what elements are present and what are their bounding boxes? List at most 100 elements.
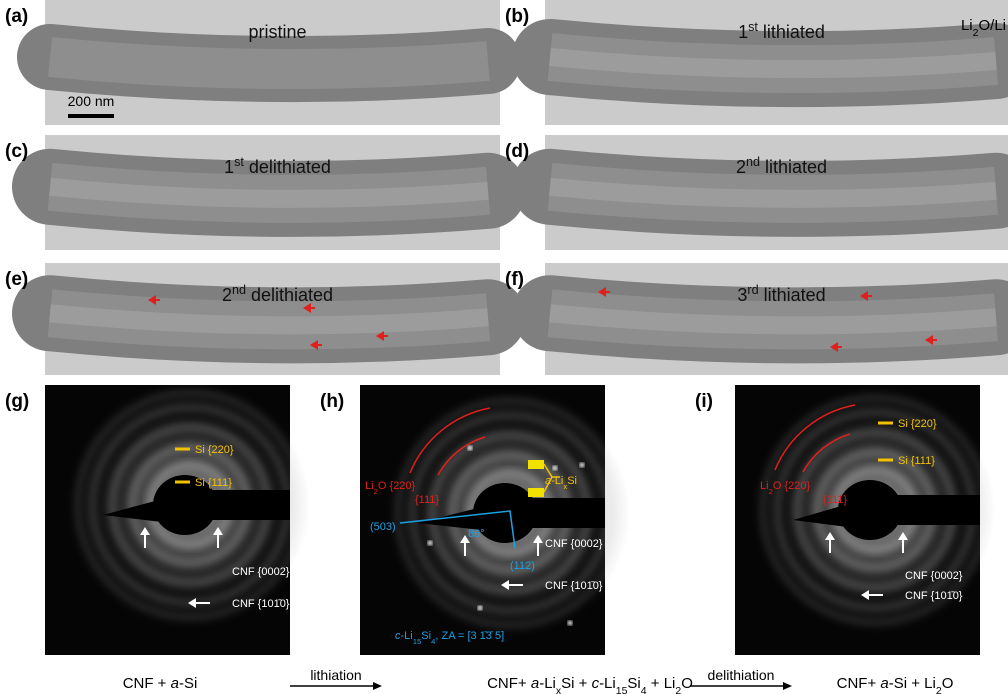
text-run: 1 — [224, 157, 234, 177]
process-label: lithiation — [310, 667, 361, 683]
text-run: 2 — [736, 157, 746, 177]
figure: (a)pristine(b)1st lithiated(c)1st delith… — [0, 0, 1008, 694]
diffraction-label: (112) — [510, 560, 535, 572]
text-run: -Li — [401, 630, 413, 642]
diffraction-spot — [468, 446, 473, 451]
caption: CNF+ a-LixSi + c-Li15Si4 + Li2O — [487, 675, 693, 694]
text-run: rd — [747, 283, 758, 297]
text-run: lithiated — [760, 157, 827, 177]
diffraction-label: CNF {0002} — [905, 570, 963, 582]
diffraction-label: {111} — [823, 494, 847, 506]
text-run: Si {111} — [195, 477, 232, 489]
diffraction-label: CNF {101̄0} — [905, 590, 963, 602]
text-run: Li — [365, 480, 374, 492]
marker — [528, 488, 544, 497]
text-run: delithiated — [246, 285, 333, 305]
text-run: CNF {0002} — [545, 538, 603, 550]
text-run: CNF {0002} — [232, 566, 290, 578]
text-run: 86° — [468, 528, 485, 540]
diffraction-label: (503) — [370, 521, 396, 533]
text-run: {111} — [823, 494, 847, 506]
diffraction-label: Si {111} — [195, 477, 232, 489]
text-run: O — [681, 675, 693, 692]
text-run: , ZA = [3 1̄3̄ 5] — [435, 630, 504, 642]
text-run: O {220} — [378, 480, 416, 492]
diffraction-spot — [478, 606, 483, 611]
text-run: CNF+ — [837, 675, 881, 692]
text-run: Li — [760, 480, 769, 492]
text-run: (503) — [370, 521, 396, 533]
text-run: st — [234, 155, 244, 169]
caption: CNF + a-Si — [123, 675, 198, 692]
text-run: O — [942, 675, 954, 692]
text-run: Si {111} — [898, 455, 935, 467]
panel-title: pristine — [248, 22, 306, 42]
text-run: 15 — [616, 685, 628, 694]
text-run: 1 — [738, 22, 748, 42]
text-run: (112) — [510, 560, 535, 572]
text-run: a — [531, 675, 539, 692]
text-run: Si + — [561, 675, 591, 692]
nanotube-wall — [50, 57, 488, 69]
text-run: CNF {0002} — [905, 570, 963, 582]
diffraction-label: Si {220} — [898, 418, 937, 430]
text-run: st — [748, 20, 758, 34]
marker — [528, 460, 544, 469]
panel-letter: (a) — [5, 6, 28, 27]
text-run: O {220} — [773, 480, 811, 492]
text-run: -Li — [599, 675, 616, 692]
diffraction-spot — [618, 411, 623, 416]
panel-letter: (c) — [5, 141, 28, 162]
diffraction-label: CNF {101̄0} — [545, 580, 603, 592]
panel-letter: (b) — [505, 6, 529, 27]
text-run: Si — [421, 630, 431, 642]
text-run: CNF {101̄0} — [905, 590, 963, 602]
diffraction-label: CNF {0002} — [232, 566, 290, 578]
text-run: 15 — [413, 637, 422, 646]
arrow-head — [783, 682, 792, 690]
text-run: Si — [567, 475, 577, 487]
arrow-head — [373, 682, 382, 690]
beam-stopper — [838, 480, 902, 540]
diffraction-label: CNF {101̄0} — [232, 598, 290, 610]
diffraction-label: Si {220} — [195, 444, 234, 456]
diffraction-spot — [553, 466, 558, 471]
panel-letter: (i) — [695, 391, 713, 412]
text-run: Si {220} — [195, 444, 234, 456]
text-run: lithiated — [758, 22, 825, 42]
text-run: 2 — [222, 285, 232, 305]
text-run: CNF + — [123, 675, 171, 692]
diffraction-spot — [580, 463, 585, 468]
text-run: {111} — [415, 494, 439, 506]
panel-letter: (e) — [5, 269, 28, 290]
text-run: Si — [627, 675, 640, 692]
text-run: -Li — [539, 675, 556, 692]
text-run: delithiated — [244, 157, 331, 177]
diffraction-spot — [568, 621, 573, 626]
panel-letter: (f) — [505, 269, 524, 290]
panel-letter: (d) — [505, 141, 529, 162]
text-run: CNF {101̄0} — [232, 598, 290, 610]
caption: CNF+ a-Si + Li2O — [837, 675, 954, 694]
text-run: 3 — [737, 285, 747, 305]
scale-bar-label: 200 nm — [68, 93, 115, 109]
diffraction-spot — [428, 541, 433, 546]
diffraction-label: CNF {0002} — [545, 538, 603, 550]
text-run: + Li — [647, 675, 676, 692]
text-run: a — [171, 675, 179, 692]
diffraction-spot — [608, 581, 613, 586]
text-run: CNF+ — [487, 675, 531, 692]
panel-letter: (g) — [5, 391, 29, 412]
text-run: a — [880, 675, 888, 692]
text-run: CNF {101̄0} — [545, 580, 603, 592]
text-run: Li — [961, 17, 973, 34]
diffraction-label: Si {111} — [898, 455, 935, 467]
text-run: lithiated — [759, 285, 826, 305]
text-run: -Si + Li — [889, 675, 936, 692]
process-label: delithiation — [708, 667, 775, 683]
diffraction-label: 86° — [468, 528, 485, 540]
text-run: pristine — [248, 22, 306, 42]
diffraction-label: {111} — [415, 494, 439, 506]
panel-letter: (h) — [320, 391, 344, 412]
text-run: nd — [232, 283, 246, 297]
